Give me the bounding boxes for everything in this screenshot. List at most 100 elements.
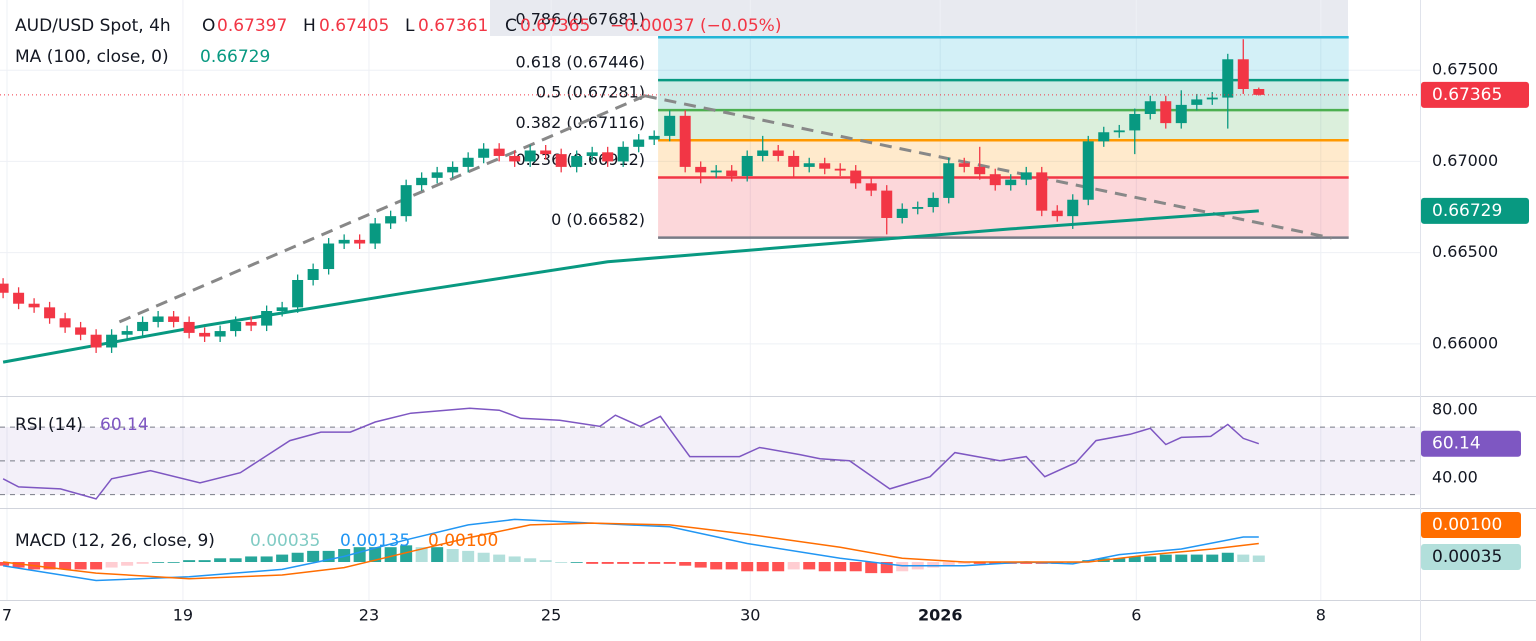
fib-band [658,80,1349,111]
macd-hist-bar [12,562,25,568]
macd-hist-bar [1221,552,1234,563]
candle-body [633,139,645,147]
macd-hist-bar [803,562,816,570]
macd-hist-bar [1237,554,1250,563]
macd-hist-bar [756,562,769,572]
macd-hist-bar [260,556,273,563]
candle-body [44,307,56,319]
candle-body [1222,59,1234,98]
candle-body [664,115,676,136]
candle-body [1129,114,1141,131]
macd-hist-bar [679,562,692,566]
candle-body [261,310,273,326]
macd-hist-bar [167,562,180,563]
macd-title: MACD (12, 26, close, 9) [15,531,215,551]
last-price-box [1421,81,1529,108]
candle-body [524,150,536,162]
macd-hist-bar [617,562,630,564]
macd-hist-bar [725,562,738,570]
candle-body [617,146,629,162]
x-tick-label: 8 [1316,606,1326,625]
macd-hist-bar [1020,562,1033,564]
candle-body [369,223,381,244]
y-tick-label: 0.67500 [1432,60,1498,79]
candle-body [214,331,226,337]
macd-hist-bar [865,562,878,574]
candle-body [245,321,257,326]
macd-hist-bar [59,562,72,570]
candle-body [0,283,9,293]
macd-hist-bar [989,562,1002,564]
x-tick-label: 25 [541,606,561,625]
macd-hist-bar [942,562,955,566]
macd-hist-bar [927,562,940,568]
macd-hist-bar [601,562,614,564]
macd-hist-bar [524,558,537,563]
candle-body [1067,199,1079,217]
macd-hist-bar [1206,554,1219,563]
candle-body [788,155,800,167]
fib-band [658,140,1349,178]
y-tick-label: 80.00 [1432,400,1478,419]
plot-area: 0.786 (0.67681) 0.618 (0.67446) 0.5 (0.672… [0,0,1420,600]
candle-body [230,321,242,332]
candle-body [989,174,1001,186]
candle-body [555,154,567,167]
macd-hist-bar [787,562,800,570]
candle-body [338,239,350,244]
candle-body [168,316,180,322]
hist-box [1421,544,1521,570]
candle-body [679,115,691,167]
macd-hist-bar [493,554,506,563]
hist-box-label: 0.00035 [1432,547,1502,567]
x-tick-label: 23 [359,606,379,625]
candle-body [307,269,319,280]
macd-hist-bar [834,562,847,572]
fib-band [658,177,1349,238]
macd-hist-bar [291,552,304,563]
candle-body [1020,172,1032,180]
macd-hist-bar [276,554,289,563]
y-tick-label: 0.67000 [1432,151,1498,170]
macd-hist-bar [663,562,676,564]
macd-hist-bar [818,562,831,572]
candle-body [493,148,505,156]
macd-hist-bar [446,549,459,563]
macd-hist-bar [1159,554,1172,563]
macd-hist-bar [400,545,413,563]
macd-hist-bar [198,560,211,563]
price-scale: 7 19 23 25 30 2026 6 8 0.66000 0.66500 0.67000 0.67… [2,60,1529,625]
x-tick-label: 2026 [918,606,963,625]
candle-body [881,190,893,218]
macd-hist-bar [570,562,583,563]
macd-hist-bar [896,562,909,572]
y-tick-label: 0.66500 [1432,242,1498,261]
candle-body [462,157,474,167]
macd-hist-bar [121,562,134,566]
candle-body [431,172,443,178]
macd-hist-bar [741,562,754,572]
fib-label: 0 (0.66582) [551,210,645,229]
candle-body [958,163,970,167]
macd-hist-bar [477,552,490,563]
ohlc-value: 0.67365 [520,16,590,36]
candle-body [1005,179,1017,186]
rsi-value: 60.14 [100,415,149,435]
ma-line [2,209,1259,364]
candle-body [912,207,924,209]
macd-hist-bar [586,562,599,564]
candle-body [850,170,862,184]
macd-hist-bar [307,550,320,563]
candle-body [478,148,490,158]
macd-hist-bar [1252,555,1265,563]
fib-top-band [490,0,1348,36]
ohlc-key: C [505,16,517,36]
macd-hist-bar [973,562,986,564]
price-change: −0.00037 (−0.05%) [610,16,781,36]
macd-hist-bar [1128,556,1141,563]
macd-hist-bar [1144,556,1157,563]
candle-body [803,163,815,167]
macd-hist-bar [415,547,428,563]
macd-hist-bar [0,562,10,566]
ohlc-key: H [303,16,316,36]
